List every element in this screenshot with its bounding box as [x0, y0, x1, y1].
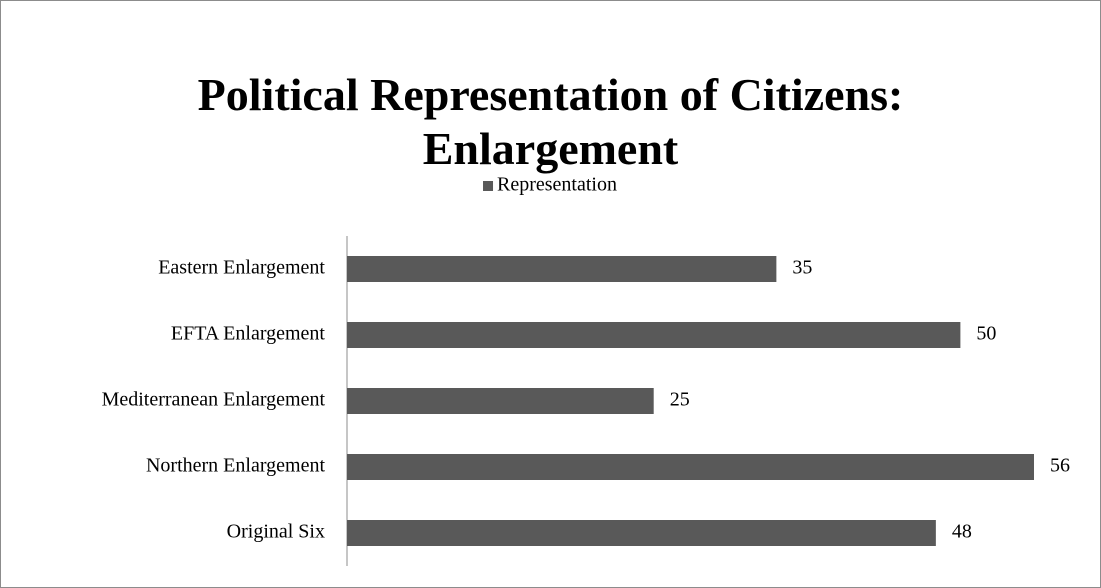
y-tick-label: Original Six [227, 521, 325, 543]
data-label: 25 [670, 389, 690, 411]
y-tick-label: Northern Enlargement [146, 455, 325, 477]
bar [347, 256, 777, 282]
bar [347, 454, 1034, 480]
bar [347, 322, 961, 348]
data-label: 50 [976, 323, 996, 345]
legend-label: Representation [497, 174, 617, 196]
chart-title-box: Political Representation of Citizens: En… [0, 68, 1101, 176]
data-label: 56 [1050, 455, 1070, 477]
legend-swatch [483, 181, 494, 191]
bar [347, 388, 654, 414]
chart-title: Political Representation of Citizens: En… [197, 69, 904, 174]
y-tick-label: Eastern Enlargement [158, 257, 325, 279]
data-label: 48 [952, 521, 972, 543]
y-tick-label: Mediterranean Enlargement [102, 389, 326, 411]
data-label: 35 [792, 257, 812, 279]
y-tick-label: EFTA Enlargement [171, 323, 326, 345]
bar [347, 520, 936, 546]
